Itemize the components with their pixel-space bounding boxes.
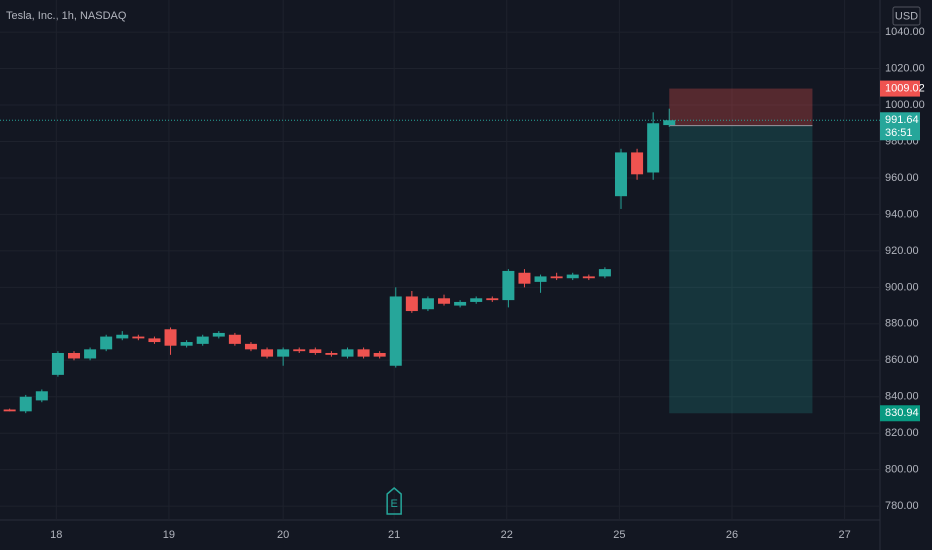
candle-body [309,349,322,353]
candle-body [35,391,48,401]
candle-body [212,332,225,337]
y-tick-label: 940.00 [885,208,919,220]
target-zone [669,125,813,414]
y-tick-label: 1000.00 [885,99,925,111]
x-tick-label: 22 [501,529,513,541]
x-tick-label: 26 [726,529,738,541]
y-tick-label: 880.00 [885,318,919,330]
y-tick-label: 1040.00 [885,26,925,38]
candle-body [502,270,515,301]
price-badge-label: 991.64 [885,114,919,126]
price-badge-label: 830.94 [885,407,919,419]
x-tick-label: 25 [613,529,625,541]
candle-body [132,336,145,339]
candle-body [100,336,113,350]
candle-body [164,329,177,346]
candle-body [3,409,16,412]
candle-body [373,352,386,357]
candle-body [405,296,418,312]
candle-body [180,342,193,346]
y-tick-label: 860.00 [885,354,919,366]
candle-body [647,123,660,173]
price-badge [880,112,920,141]
candle-body [534,276,547,282]
candle-body [631,152,644,175]
candle-body [325,352,338,355]
price-badge [880,80,920,97]
candle-body [341,349,354,357]
x-tick-label: 19 [163,529,175,541]
y-tick-label: 840.00 [885,391,919,403]
candle-body [357,349,370,357]
price-badge [880,405,920,422]
candle-body [116,334,129,339]
candle-body [196,336,209,344]
y-tick-label: 900.00 [885,281,919,293]
candle-body [454,301,467,306]
candle-body [228,334,241,344]
candle-body [389,296,402,366]
candle-body [598,269,611,277]
x-tick-label: 18 [50,529,62,541]
countdown: 36:51 [885,127,913,139]
earnings-icon [386,487,402,515]
candle-body [470,298,483,302]
candle-body [486,298,499,301]
y-tick-label: 800.00 [885,464,919,476]
candle-body [566,274,579,279]
x-tick-label: 21 [388,529,400,541]
y-tick-label: 820.00 [885,427,919,439]
x-tick-label: 20 [277,529,289,541]
candle-body [614,152,627,197]
x-tick-label: 27 [838,529,850,541]
candle-body [277,349,290,357]
candle-body [293,349,306,352]
earnings-label: E [390,498,397,510]
currency-box [892,6,921,26]
candle-body [244,343,257,350]
y-tick-label: 920.00 [885,245,919,257]
price-badge-label: 1009.02 [885,82,925,94]
stop-zone [669,88,813,126]
y-tick-label: 780.00 [885,500,919,512]
candle-body [421,298,434,310]
candle-body [261,349,274,357]
candle-body [68,352,81,359]
candle-body [663,120,676,126]
candle-body [51,352,64,375]
candle-body [84,349,97,359]
candle-body [19,396,32,412]
candle-body [550,276,563,279]
candle-body [582,276,595,279]
candle-body [518,272,531,284]
chart-title: Tesla, Inc., 1h, NASDAQ [6,10,127,22]
y-tick-label: 960.00 [885,172,919,184]
candle-body [438,298,451,304]
currency: USD [895,10,918,22]
candle-body [148,338,161,343]
y-tick-label: 1020.00 [885,62,925,74]
